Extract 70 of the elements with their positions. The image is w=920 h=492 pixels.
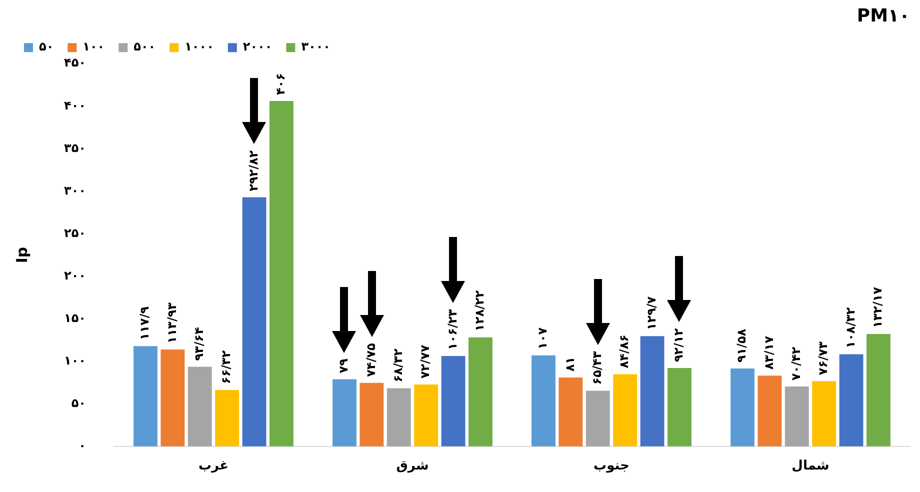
data-label: ۱۰۶/۲۳ [445,308,460,350]
y-tick-label: ۴۰۰ [64,98,86,112]
bar [332,379,356,446]
y-tick-label: ۲۵۰ [64,226,86,240]
y-axis-title: Ip [12,246,31,264]
x-tick-label: شمال [792,458,830,474]
chart-title: PM۱۰ [856,5,910,26]
bar [558,377,583,446]
legend-label: ۳۰۰۰ [301,40,330,54]
data-label: ۹۲/۱۲ [672,328,686,362]
bar [640,336,664,446]
legend-label: ۵۰۰ [134,40,156,54]
data-label: ۷۶/۷۳ [816,340,830,376]
x-tick-label: غرب [198,458,228,474]
y-tick-label: ۲۰۰ [64,268,86,282]
data-label: ۲۹۲/۸۲ [246,150,260,192]
bar [386,388,411,446]
y-tick-label: ۰ [78,438,86,453]
data-label: ۱۰۸/۳۲ [843,306,858,348]
data-label: ۷۹ [336,358,351,374]
x-tick-label: شرق [396,458,429,474]
y-tick-label: ۱۵۰ [64,310,86,325]
bar [758,376,782,446]
bar [468,337,492,446]
bar [784,386,809,446]
bar [270,101,294,446]
bar [532,355,556,446]
bar [812,381,836,446]
y-tick-label: ۳۰۰ [64,183,86,198]
bar [360,382,384,446]
data-label: ۱۱۳/۹۳ [164,302,179,344]
data-label: ۸۳/۱۷ [762,335,776,370]
bar [414,384,438,446]
bar [242,197,266,446]
data-label: ۸۱ [562,356,577,372]
y-tick-label: ۵۰ [71,396,86,410]
y-tick-label: ۱۰۰ [64,353,86,368]
bar [586,390,610,446]
bar [441,356,466,446]
bar [160,349,185,446]
data-label: ۷۰/۴۲ [789,346,804,380]
bar [730,368,754,446]
data-label: ۴۰۶ [274,73,288,96]
data-label: ۱۰۷ [536,326,550,350]
y-tick-label: ۴۵۰ [64,56,86,70]
legend-label: ۵۰ [39,40,54,54]
data-label: ۱۲۸/۲۲ [472,290,487,332]
bar [668,368,692,446]
data-label: ۷۲/۷۷ [418,344,432,378]
data-label: ۷۴/۷۵ [364,343,378,377]
data-label: ۱۳۲/۱۷ [870,286,885,328]
bar [839,354,864,446]
legend-label: ۲۰۰۰ [242,40,272,54]
bar [613,374,638,446]
x-tick-label: جنوب [594,458,630,474]
data-label: ۱۲۹/۷ [644,296,658,330]
legend-label: ۱۰۰ [82,40,105,54]
bar [866,334,890,446]
data-label: ۶۵/۴۳ [590,350,604,385]
bar [188,366,212,446]
legend-label: ۱۰۰۰ [184,40,214,54]
data-label: ۸۴/۸۶ [617,334,632,368]
data-label: ۱۱۷/۹ [138,306,152,340]
data-label: ۹۱/۵۸ [734,328,749,362]
data-label: ۶۶/۳۲ [219,350,234,384]
data-label: ۹۳/۶۴ [192,327,206,361]
y-tick-label: ۳۵۰ [64,140,86,155]
bar [215,390,240,446]
data-label: ۶۸/۳۲ [391,348,406,382]
bar [134,346,158,446]
